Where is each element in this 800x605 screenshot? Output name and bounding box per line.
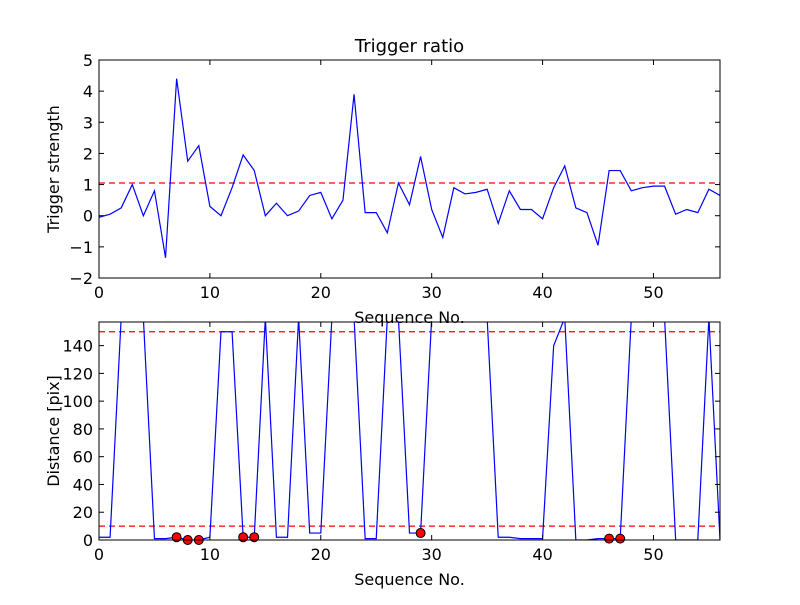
distance-trigger-marker bbox=[171, 532, 182, 543]
trigger-ratio-x-tick-label: 40 bbox=[532, 283, 552, 302]
trigger-ratio-chart-title: Trigger ratio bbox=[354, 36, 464, 57]
trigger-ratio-x-tick-label: 20 bbox=[311, 283, 331, 302]
distance-x-tick-label: 20 bbox=[311, 545, 331, 564]
trigger-ratio-x-tick-label: 50 bbox=[643, 283, 663, 302]
distance-y-tick-label: 120 bbox=[62, 364, 93, 383]
trigger-ratio-y-axis-label: Trigger strength bbox=[44, 105, 63, 234]
trigger-ratio-x-tick-label: 10 bbox=[200, 283, 220, 302]
distance-x-tick-label: 0 bbox=[94, 545, 104, 564]
trigger-ratio-axes: 0 10 20 30 40 50 −2 −1 0 1 2 3 4 5 Trigger ratio Sequen… bbox=[44, 36, 721, 327]
distance-x-tick-label: 30 bbox=[421, 545, 441, 564]
distance-y-tick-label: 60 bbox=[73, 448, 93, 467]
trigger-ratio-y-tick-label: 1 bbox=[83, 176, 93, 195]
distance-axes: 0 10 20 30 40 50 0 20 40 60 80 100 120 140 Sequence No… bbox=[44, 321, 721, 589]
trigger-ratio-y-tick-label: −2 bbox=[69, 269, 93, 288]
trigger-ratio-y-tick-label: −1 bbox=[69, 238, 93, 257]
distance-x-tick-label: 40 bbox=[532, 545, 552, 564]
trigger-ratio-y-tick-label: 5 bbox=[83, 51, 93, 70]
distance-y-axis-label: Distance [pix] bbox=[44, 375, 63, 487]
distance-axes-frame bbox=[98, 321, 721, 541]
trigger-ratio-y-tick-label: 3 bbox=[83, 113, 93, 132]
distance-y-tick-label: 40 bbox=[73, 475, 93, 494]
distance-y-tick-label: 80 bbox=[73, 420, 93, 439]
distance-trigger-marker bbox=[249, 532, 260, 543]
distance-y-tick-label: 100 bbox=[62, 392, 93, 411]
trigger-ratio-y-tick-label: 4 bbox=[83, 82, 93, 101]
trigger-ratio-x-axis-label: Sequence No. bbox=[354, 308, 465, 327]
distance-y-tick-label: 140 bbox=[62, 337, 93, 356]
trigger-ratio-axes-frame bbox=[98, 59, 721, 279]
trigger-ratio-y-tick-label: 0 bbox=[83, 207, 93, 226]
distance-trigger-marker bbox=[615, 533, 626, 544]
trigger-ratio-series-line bbox=[99, 78, 720, 258]
trigger-ratio-plot-area bbox=[99, 78, 720, 258]
distance-x-tick-label: 10 bbox=[200, 545, 220, 564]
distance-trigger-marker bbox=[604, 533, 615, 544]
trigger-ratio-x-tick-label: 30 bbox=[421, 283, 441, 302]
distance-y-tick-label: 0 bbox=[83, 531, 93, 550]
distance-trigger-marker bbox=[415, 528, 426, 539]
distance-y-tick-label: 20 bbox=[73, 503, 93, 522]
trigger-ratio-x-tick-label: 0 bbox=[94, 283, 104, 302]
distance-x-tick-label: 50 bbox=[643, 545, 663, 564]
distance-x-axis-label: Sequence No. bbox=[354, 570, 465, 589]
distance-trigger-marker bbox=[238, 532, 249, 543]
trigger-ratio-y-tick-label: 2 bbox=[83, 144, 93, 163]
